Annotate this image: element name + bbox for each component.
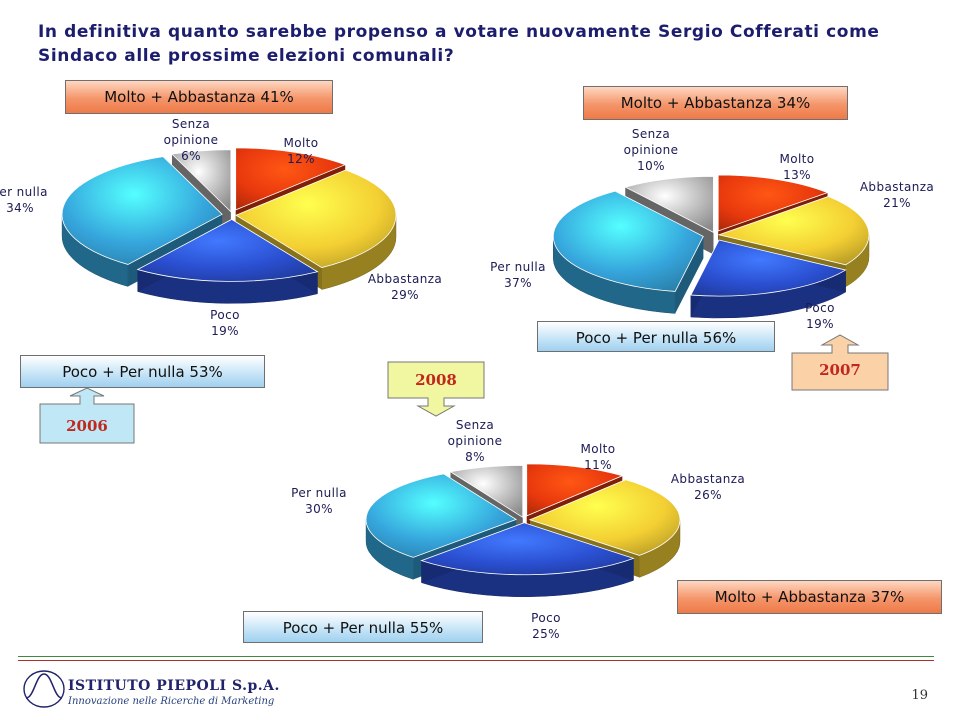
year-label-2007: 2007	[819, 361, 861, 379]
pie-label: Senza opinione 8%	[448, 418, 503, 464]
summary-positive-2006: Molto + Abbastanza 41%	[65, 80, 333, 114]
pie-label: Abbastanza 26%	[671, 472, 745, 502]
pie-label: Molto 13%	[779, 152, 814, 182]
pie-slice-poco	[690, 239, 847, 297]
pie-slice-poco	[420, 522, 635, 576]
pie-slice-per-nulla	[61, 156, 223, 265]
pie-label: Molto 12%	[283, 136, 318, 166]
pie-label: Senza opinione 10%	[624, 127, 679, 173]
pie-edge	[675, 236, 704, 314]
logo-icon	[23, 670, 65, 708]
pie-label: Poco 19%	[210, 308, 240, 338]
footer-divider	[18, 660, 934, 661]
pie-label: Poco 19%	[805, 301, 835, 331]
pie-label: Molto 11%	[580, 442, 615, 472]
summary-positive-2007: Molto + Abbastanza 34%	[583, 86, 848, 120]
logo-subtitle: Innovazione nelle Ricerche di Marketing	[68, 696, 275, 707]
summary-negative-2008: Poco + Per nulla 55%	[243, 611, 483, 643]
pie-slice-abbastanza	[717, 196, 870, 266]
pie-slice-molto	[526, 463, 624, 517]
pie-slice-abbastanza	[235, 169, 397, 268]
pie-slice-senza-opinione	[171, 149, 232, 213]
summary-negative-2007: Poco + Per nulla 56%	[537, 321, 775, 352]
pie-label: Senza opinione 6%	[164, 117, 219, 163]
up-arrow-icon	[791, 334, 889, 391]
pie-label: Per nulla 37%	[490, 260, 546, 290]
logo-name: ISTITUTO PIEPOLI S.p.A.	[68, 678, 280, 694]
pie-slice-senza-opinione	[624, 175, 714, 234]
pie-slice-abbastanza	[528, 479, 681, 556]
logo: ISTITUTO PIEPOLI S.p.A. Innovazione nell…	[68, 678, 280, 707]
pie-slice-molto	[717, 174, 829, 232]
footer-divider	[18, 656, 934, 657]
pie-label: Abbastanza 21%	[860, 180, 934, 210]
page-number: 19	[911, 688, 928, 703]
pie-slice-molto	[235, 147, 347, 211]
pie-label: Poco 25%	[531, 611, 561, 641]
pie-slice-senza-opinione	[449, 464, 524, 519]
pie-slice-per-nulla	[552, 190, 704, 292]
summary-positive-2008: Molto + Abbastanza 37%	[677, 580, 942, 614]
down-arrow-icon	[387, 361, 485, 417]
pie-label: Abbastanza 29%	[368, 272, 442, 302]
up-arrow-icon	[39, 387, 135, 444]
pie-slice-per-nulla	[365, 473, 517, 558]
year-label-2008: 2008	[415, 371, 457, 389]
year-label-2006: 2006	[66, 417, 108, 435]
page-title: In definitiva quanto sarebbe propenso a …	[38, 22, 880, 66]
summary-negative-2006: Poco + Per nulla 53%	[20, 355, 265, 388]
pie-slice-poco	[136, 218, 319, 282]
pie-label: Per nulla 30%	[291, 486, 347, 516]
